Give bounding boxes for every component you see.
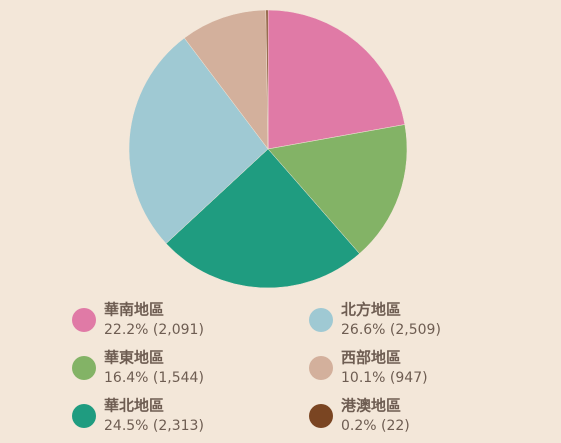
pie-slice: [265, 9, 269, 150]
legend-value: 10.1% (947): [341, 370, 428, 386]
legend-swatch: [72, 356, 96, 380]
legend-label: 西部地區: [341, 349, 401, 367]
pie: [128, 9, 408, 289]
legend-value: 0.2% (22): [341, 418, 410, 434]
legend-label: 華東地區: [104, 349, 164, 367]
legend-swatch: [72, 404, 96, 428]
legend-label: 港澳地區: [341, 397, 401, 415]
pie-slice: [267, 9, 406, 150]
pie-slice: [165, 148, 360, 289]
pie-slice: [128, 37, 269, 244]
legend-swatch: [309, 308, 333, 332]
legend-swatch: [309, 404, 333, 428]
legend-value: 24.5% (2,313): [104, 418, 204, 434]
legend-swatch: [72, 308, 96, 332]
legend-label: 北方地區: [341, 301, 401, 319]
legend-label: 華北地區: [104, 397, 164, 415]
pie-slice: [183, 9, 269, 150]
legend-value: 26.6% (2,509): [341, 322, 441, 338]
legend-value: 22.2% (2,091): [104, 322, 204, 338]
legend-swatch: [309, 356, 333, 380]
legend-value: 16.4% (1,544): [104, 370, 204, 386]
legend-label: 華南地區: [104, 301, 164, 319]
legend: 華南地區 22.2% (2,091) 華東地區 16.4% (1,544) 華北地區 24…: [72, 301, 441, 434]
pie-slice: [267, 124, 408, 254]
